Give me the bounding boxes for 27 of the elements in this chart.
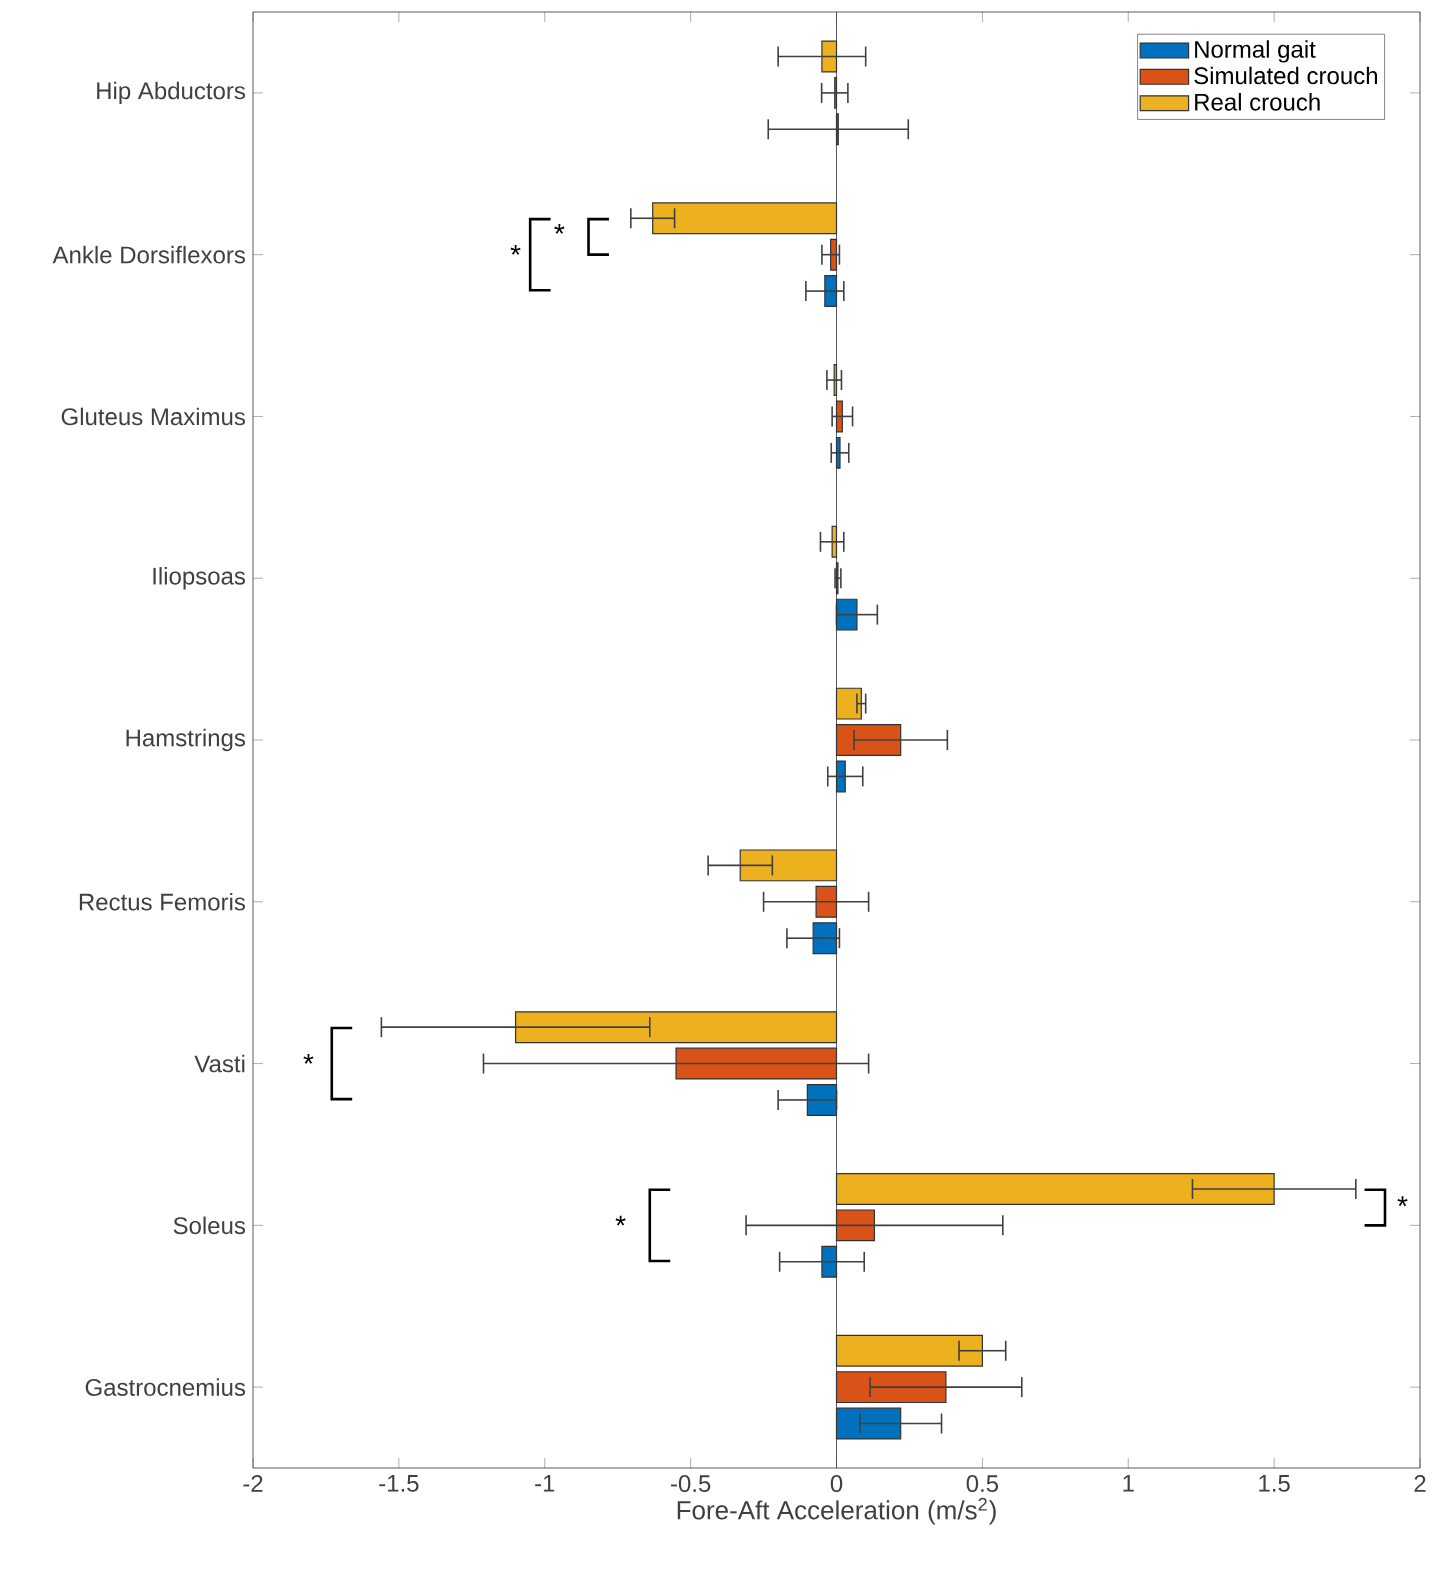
annotation: * [510, 245, 521, 255]
y-tick-label: Ankle Dorsiflexors [52, 245, 246, 264]
x-axis-title: Fore-Aft Acceleration (m/s$^{2}$) [677, 1497, 996, 1525]
annotation: * [1397, 1196, 1408, 1207]
y-tick-label: Hamstrings [126, 728, 246, 752]
y-tick-label: Soleus [173, 1216, 246, 1235]
x-tick-label: 0 [830, 1475, 843, 1493]
annotation: * [303, 1053, 314, 1064]
x-tick-label: 1 [1123, 1475, 1134, 1492]
x-tick-label: 2 [1414, 1475, 1426, 1492]
legend-label: Simulated crouch [1194, 66, 1377, 85]
annotation: * [554, 224, 565, 234]
y-tick-label: Rectus Femoris [79, 892, 246, 911]
x-tick-label: 0.5 [966, 1475, 999, 1493]
x-tick-label: -1 [535, 1475, 555, 1492]
x-tick-label: -0.5 [671, 1475, 711, 1493]
y-tick-label: Iliopsoas [153, 567, 246, 590]
legend-label: Normal gait [1195, 40, 1316, 63]
y-tick-label: Hip Abductors [97, 81, 246, 105]
legend-label: Real crouch [1195, 93, 1320, 111]
annotation: * [615, 1215, 626, 1226]
y-tick-label: Gluteus Maximus [61, 407, 246, 426]
y-tick-label: Vasti [194, 1054, 245, 1073]
y-tick-label: Gastrocnemius [85, 1378, 246, 1396]
x-tick-label: 1.5 [1259, 1475, 1290, 1492]
x-tick-label: -2 [243, 1475, 263, 1492]
x-tick-label: -1.5 [379, 1475, 419, 1492]
